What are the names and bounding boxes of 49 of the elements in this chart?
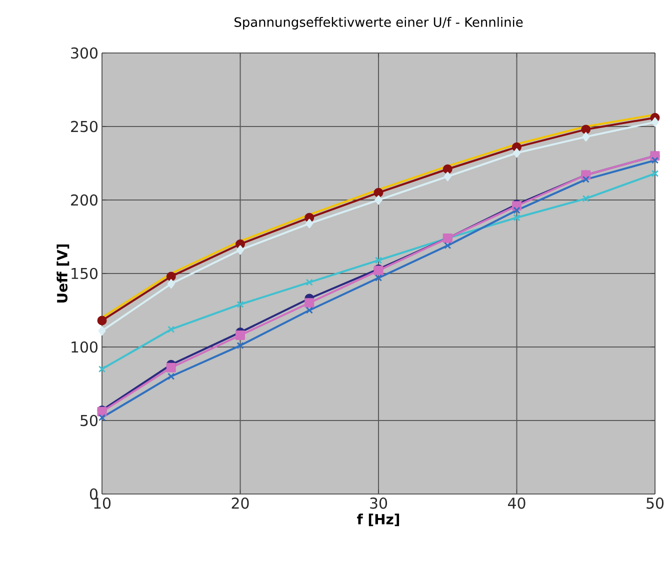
point xyxy=(97,316,107,326)
y-tick-label: 0 xyxy=(90,488,98,500)
point xyxy=(582,194,590,202)
point xyxy=(374,188,384,198)
point xyxy=(166,362,176,372)
point xyxy=(651,170,659,178)
x-tick-label: 40 xyxy=(508,498,526,509)
point xyxy=(236,342,244,350)
point xyxy=(444,242,452,250)
point xyxy=(442,164,452,174)
y-tick-label: 50 xyxy=(80,414,98,426)
point xyxy=(304,298,314,308)
y-tick-label: 250 xyxy=(71,120,98,132)
y-tick-label: 150 xyxy=(72,268,98,280)
point xyxy=(651,117,659,127)
point xyxy=(374,256,382,264)
point xyxy=(168,372,175,380)
point xyxy=(168,326,175,333)
point xyxy=(582,176,590,183)
y-tick-label: 200 xyxy=(71,194,98,206)
x-tick-label: 50 xyxy=(646,498,664,509)
point xyxy=(582,132,590,142)
point xyxy=(513,148,521,158)
x-axis-title: f [Hz] xyxy=(357,514,400,526)
point xyxy=(513,214,520,222)
point xyxy=(374,274,382,282)
chart-title: Spannungseffektivwerte einer U/f - Kennlinie xyxy=(234,16,523,30)
point xyxy=(581,124,591,134)
point xyxy=(236,300,244,308)
point xyxy=(236,330,246,340)
y-axis-title: Ueff [V] xyxy=(56,244,70,302)
x-tick-label: 30 xyxy=(370,498,388,509)
point xyxy=(374,195,382,205)
point xyxy=(306,218,314,228)
point xyxy=(513,206,520,214)
y-tick-label: 300 xyxy=(71,47,98,59)
x-tick-label: 20 xyxy=(232,498,249,509)
point xyxy=(167,279,175,289)
point xyxy=(236,245,244,255)
y-tick-label: 100 xyxy=(72,341,98,353)
point xyxy=(306,306,313,314)
point xyxy=(166,272,176,282)
point xyxy=(306,278,313,286)
point xyxy=(98,365,106,373)
point xyxy=(444,172,452,182)
point xyxy=(98,326,106,336)
x-tick-label: 10 xyxy=(94,498,111,509)
point xyxy=(651,156,659,164)
point xyxy=(98,414,106,422)
